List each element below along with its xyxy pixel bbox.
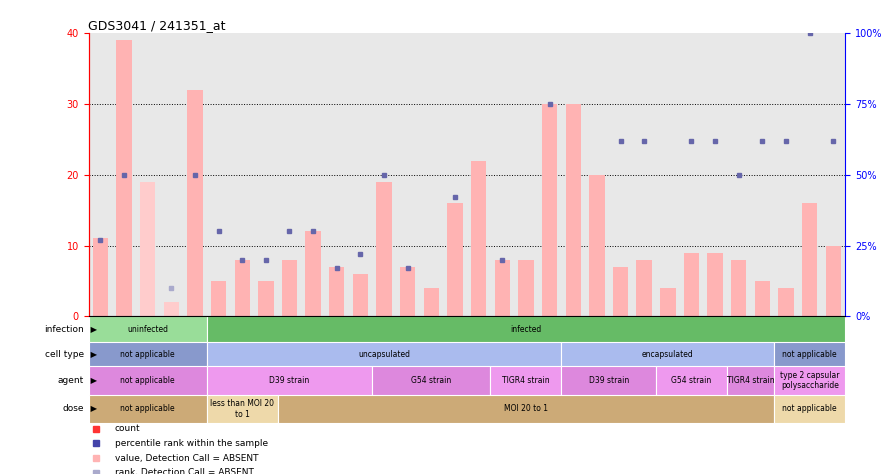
Text: not applicable: not applicable <box>782 350 837 359</box>
Bar <box>561 366 656 395</box>
Text: agent: agent <box>58 376 84 385</box>
Bar <box>755 281 770 316</box>
Bar <box>656 366 727 395</box>
Text: dose: dose <box>63 404 84 413</box>
Bar <box>278 395 774 423</box>
Bar <box>376 182 392 316</box>
Text: uninfected: uninfected <box>127 325 168 334</box>
Bar <box>495 260 510 316</box>
Text: TIGR4 strain: TIGR4 strain <box>727 376 774 385</box>
Bar <box>281 260 297 316</box>
Bar <box>258 281 273 316</box>
Text: count: count <box>115 424 141 433</box>
Bar <box>188 90 203 316</box>
Bar <box>207 395 278 423</box>
Text: ▶: ▶ <box>88 376 96 385</box>
Bar <box>116 40 132 316</box>
Text: TIGR4 strain: TIGR4 strain <box>502 376 550 385</box>
Text: GDS3041 / 241351_at: GDS3041 / 241351_at <box>88 19 226 32</box>
Text: MOI 20 to 1: MOI 20 to 1 <box>504 404 548 413</box>
Bar <box>684 253 699 316</box>
Bar <box>140 182 155 316</box>
Text: infected: infected <box>511 325 542 334</box>
Bar <box>88 342 207 366</box>
Bar <box>779 288 794 316</box>
Bar <box>93 238 108 316</box>
Text: type 2 capsular
polysaccharide: type 2 capsular polysaccharide <box>780 371 840 390</box>
Bar <box>329 267 344 316</box>
Bar <box>424 288 439 316</box>
Bar <box>826 246 841 316</box>
Text: cell type: cell type <box>45 350 84 359</box>
Bar <box>707 253 723 316</box>
Bar <box>660 288 675 316</box>
Bar <box>731 260 746 316</box>
Bar <box>305 231 321 316</box>
Bar <box>207 342 561 366</box>
Text: D39 strain: D39 strain <box>269 376 310 385</box>
Bar <box>727 366 774 395</box>
Bar <box>211 281 227 316</box>
Bar <box>447 203 463 316</box>
Text: not applicable: not applicable <box>120 404 175 413</box>
Text: ▶: ▶ <box>88 350 96 359</box>
Bar <box>561 342 774 366</box>
Bar <box>490 366 561 395</box>
Bar <box>566 104 581 316</box>
Text: value, Detection Call = ABSENT: value, Detection Call = ABSENT <box>115 454 258 463</box>
Bar <box>774 366 845 395</box>
Bar <box>88 316 207 342</box>
Text: not applicable: not applicable <box>782 404 837 413</box>
Bar <box>542 104 558 316</box>
Text: ▶: ▶ <box>88 325 96 334</box>
Bar <box>471 161 487 316</box>
Bar <box>612 267 628 316</box>
Text: rank, Detection Call = ABSENT: rank, Detection Call = ABSENT <box>115 468 254 474</box>
Text: infection: infection <box>44 325 84 334</box>
Text: G54 strain: G54 strain <box>412 376 451 385</box>
Bar <box>373 366 490 395</box>
Bar <box>207 316 845 342</box>
Text: not applicable: not applicable <box>120 376 175 385</box>
Text: ▶: ▶ <box>88 404 96 413</box>
Text: G54 strain: G54 strain <box>672 376 712 385</box>
Text: percentile rank within the sample: percentile rank within the sample <box>115 439 268 448</box>
Bar <box>636 260 652 316</box>
Text: not applicable: not applicable <box>120 350 175 359</box>
Bar <box>207 366 373 395</box>
Text: D39 strain: D39 strain <box>589 376 629 385</box>
Bar <box>164 302 179 316</box>
Text: uncapsulated: uncapsulated <box>358 350 410 359</box>
Bar <box>519 260 534 316</box>
Bar <box>353 274 368 316</box>
Bar <box>235 260 250 316</box>
Bar <box>589 175 604 316</box>
Bar <box>88 395 207 423</box>
Bar <box>774 395 845 423</box>
Bar <box>400 267 415 316</box>
Bar <box>802 203 818 316</box>
Text: encapsulated: encapsulated <box>642 350 694 359</box>
Text: less than MOI 20
to 1: less than MOI 20 to 1 <box>211 399 274 419</box>
Bar <box>774 342 845 366</box>
Bar <box>88 366 207 395</box>
